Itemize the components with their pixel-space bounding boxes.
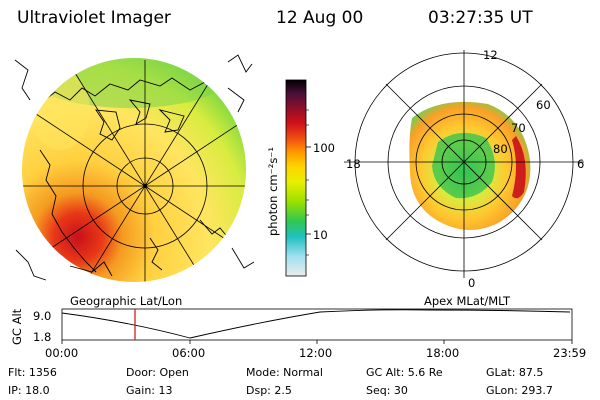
colorbar-unit-label: photon cm⁻²s⁻¹ (266, 147, 280, 236)
status-dsp: Dsp: 2.5 (246, 384, 292, 397)
status-ip: IP: 18.0 (8, 384, 50, 397)
apex-map-label: Apex MLat/MLT (424, 294, 511, 308)
colorbar-gradient (285, 79, 307, 277)
altitude-curve (61, 309, 571, 339)
mlat-label-60: 60 (536, 98, 551, 112)
altitude-ytick-low: 1.8 (33, 330, 52, 344)
status-door: Door: Open (126, 366, 189, 379)
altitude-xtick-0: 00:00 (45, 346, 79, 360)
altitude-ytick-high: 9.0 (33, 309, 52, 323)
status-gc-alt: GC Alt: 5.6 Re (366, 366, 443, 379)
mlt-label-18: 18 (346, 157, 361, 171)
colorbar-tick-10: 10 (313, 228, 328, 242)
altitude-xtick-4: 23:59 (553, 346, 587, 360)
status-glat: GLat: 87.5 (486, 366, 544, 379)
mlt-label-0: 0 (468, 276, 476, 290)
status-gain: Gain: 13 (126, 384, 173, 397)
status-flight: Flt: 1356 (8, 366, 57, 379)
mlat-label-70: 70 (511, 121, 526, 135)
altitude-xtick-1: 06:00 (172, 346, 206, 360)
geographic-map-label: Geographic Lat/Lon (70, 294, 183, 308)
mlat-label-80: 80 (493, 142, 508, 156)
mlt-label-12: 12 (483, 48, 498, 62)
geo-pole-marker (142, 183, 148, 189)
altitude-xtick-2: 12:00 (299, 346, 333, 360)
colorbar (285, 79, 311, 277)
colorbar-tick-100: 100 (313, 141, 335, 155)
status-glon: GLon: 293.7 (486, 384, 553, 397)
altitude-xtick-3: 18:00 (426, 346, 460, 360)
apex-map (344, 50, 584, 278)
time-label: 03:27:35 UT (428, 8, 533, 28)
status-mode: Mode: Normal (246, 366, 323, 379)
altitude-plot-frame (61, 308, 573, 341)
apex-grid (344, 50, 584, 278)
status-seq: Seq: 30 (366, 384, 408, 397)
date-label: 12 Aug 00 (276, 8, 364, 28)
geographic-map (14, 54, 255, 282)
mlt-label-6: 6 (577, 157, 585, 171)
altitude-ylabel: GC Alt (10, 308, 24, 345)
app-title: Ultraviolet Imager (17, 8, 171, 28)
altitude-plot (61, 308, 573, 344)
